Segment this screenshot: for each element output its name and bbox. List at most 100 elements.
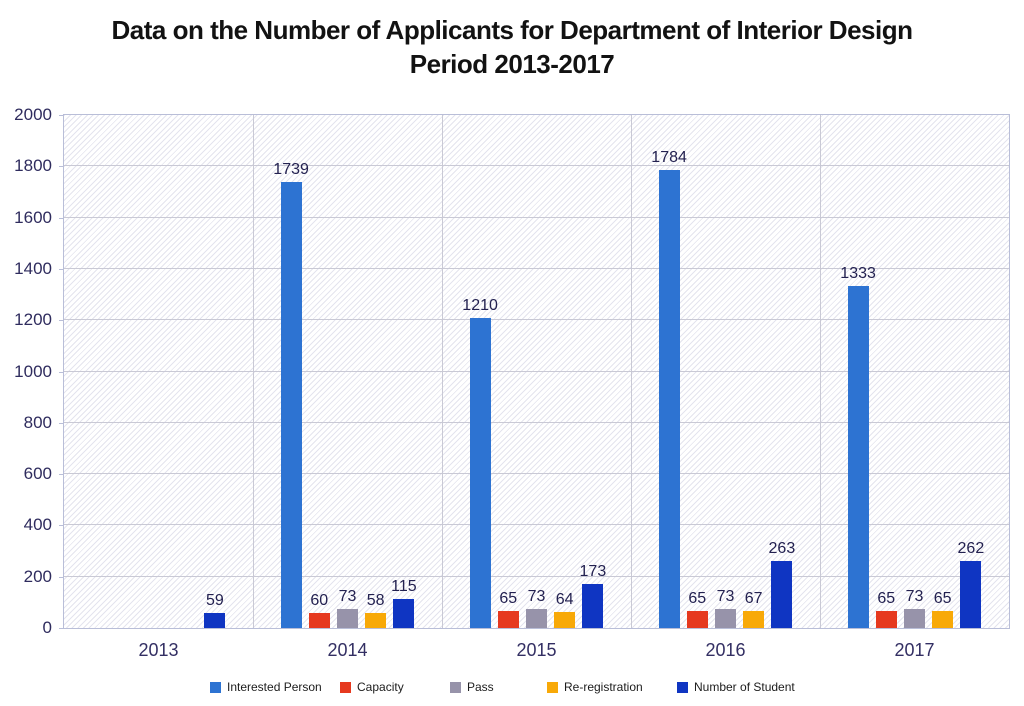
bar [904,609,925,628]
bar-value-label: 73 [527,588,546,605]
bar [847,286,869,628]
x-axis-category-label: 2014 [327,640,368,660]
bar [337,609,358,628]
y-axis-tick [59,320,63,322]
bar-value-label: 115 [391,578,417,595]
bar-value-label: 262 [957,540,985,557]
y-axis-tick [59,525,63,527]
bar-value-label: 60 [310,592,329,609]
bar-value-label: 1333 [840,265,876,282]
legend-item: Capacity [340,680,404,694]
x-axis-category-label: 2017 [894,640,935,660]
x-axis-category-label: 2016 [705,640,746,660]
bar-value-label: 1739 [273,161,309,178]
y-axis-tick [59,628,63,629]
legend-swatch-icon [677,681,688,693]
y-axis-tick-label: 1000 [14,361,52,381]
gridline [64,216,1009,218]
bar [743,611,765,628]
bar [526,609,547,628]
legend-label: Number of Student [694,680,795,694]
bar-value-label: 64 [555,591,574,608]
legend-label: Interested Person [227,680,322,694]
gridline [64,524,1009,526]
bar-value-label: 59 [205,592,224,609]
bar-value-label: 58 [366,592,385,609]
category-separator [442,115,443,628]
bar [686,611,708,628]
bar [658,170,680,628]
legend-swatch-icon [450,681,461,693]
gridline [64,319,1009,321]
y-axis-tick [59,371,63,373]
bar [715,609,736,628]
category-separator [253,115,254,628]
plot-area: 1739 1210 1784 1333 60 65 65 65 73 73 73 73 58 64 67 65… [63,114,1010,629]
bar [393,599,415,628]
gridline [64,575,1009,577]
y-axis-tick [59,268,63,270]
bar-value-label: 65 [688,590,707,607]
y-axis-tick-label: 2000 [14,105,52,124]
legend-label: Pass [467,680,494,694]
chart-title: Data on the Number of Applicants for Dep… [0,13,1024,81]
legend-swatch-icon [547,681,558,693]
legend-label: Re-registration [564,680,643,694]
bar [280,182,302,628]
bar-value-label: 65 [933,590,952,607]
bar-value-label: 1784 [651,149,687,166]
category-separator [820,115,821,628]
gridline [64,421,1009,423]
legend-label: Capacity [357,680,404,694]
y-axis-tick [59,576,63,578]
bar [932,611,954,628]
y-axis-tick-label: 800 [23,412,52,432]
bar-value-label: 263 [768,540,796,557]
y-axis-tick [59,115,63,116]
y-axis-tick [59,422,63,424]
bar-value-label: 73 [905,588,924,605]
bar [308,613,330,628]
bar-value-label: 173 [579,563,607,580]
y-axis-tick-label: 200 [23,566,52,586]
y-axis-tick [59,217,63,219]
y-axis-tick-label: 1600 [14,207,52,227]
gridline [64,473,1009,475]
y-axis-tick-label: 600 [23,464,52,484]
bar-value-label: 67 [744,590,763,607]
y-axis-tick-label: 400 [23,515,52,535]
gridline [64,370,1009,372]
x-axis-category-label: 2013 [138,640,179,660]
y-axis-tick [59,166,63,168]
bar [960,561,982,628]
y-axis-tick-label: 1800 [14,156,52,176]
bar-value-label: 73 [716,588,735,605]
legend-swatch-icon [340,681,351,693]
legend-item: Interested Person [210,680,322,694]
gridline [64,267,1009,269]
legend-item: Number of Student [677,680,795,694]
legend-item: Re-registration [547,680,643,694]
y-axis-tick [59,474,63,476]
chart-title-line2: Period 2013-2017 [409,49,615,79]
bar-value-label: 65 [877,590,896,607]
bar [204,613,226,628]
chart-title-line1: Data on the Number of Applicants for Dep… [111,15,914,45]
bar [771,561,793,628]
y-axis-tick-label: 0 [42,618,52,637]
bar [554,612,576,628]
gridline [64,165,1009,167]
bar [582,584,604,628]
legend-item: Pass [450,680,494,694]
bar-value-label: 65 [499,590,518,607]
bar [469,318,491,628]
legend-swatch-icon [210,681,221,693]
y-axis-tick-label: 1400 [14,258,52,278]
bar-value-label: 1210 [462,297,498,314]
bar [875,611,897,628]
category-separator [631,115,632,628]
bar [365,613,387,628]
bar-value-label: 73 [338,588,357,605]
bar [497,611,519,628]
